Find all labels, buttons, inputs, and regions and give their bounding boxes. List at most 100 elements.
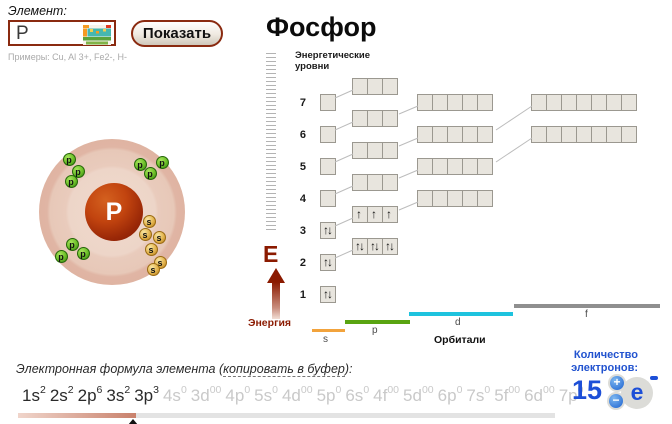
orbital-box-5f-1 — [531, 94, 547, 111]
orbital-box-5f-4 — [576, 94, 592, 111]
electron-p: p — [155, 155, 169, 169]
orbital-box-1s-1: ↑↓ — [320, 286, 336, 303]
level-number-5: 5 — [299, 161, 306, 173]
axis-segment-p — [345, 320, 410, 324]
orbital-box-2s-1: ↑↓ — [320, 254, 336, 271]
formula-term-4f: 4f00 — [373, 384, 400, 405]
orbital-box-5f-3 — [561, 94, 577, 111]
level-number-1: 1 — [299, 289, 306, 301]
orbital-box-2p-3: ↑↓ — [382, 238, 398, 255]
formula-scrollbar-marker[interactable] — [128, 419, 138, 424]
element-input-value: P — [16, 23, 29, 44]
axis-segment-d — [409, 312, 513, 316]
orbital-box-4d-2 — [432, 158, 448, 175]
electron-e-icon: e — [621, 377, 653, 409]
orbital-box-4s-1 — [320, 190, 336, 207]
orbital-group-3s: ↑↓ — [320, 222, 336, 239]
formula-term-6p: 6p0 — [437, 384, 463, 405]
orbital-box-4d-1 — [417, 158, 433, 175]
orbital-box-6p-3 — [382, 110, 398, 127]
orbital-box-6p-1 — [352, 110, 368, 127]
electron-p: p — [62, 152, 76, 166]
orbital-box-6d-5 — [477, 94, 493, 111]
formula-term-2s: 2s2 — [49, 384, 74, 405]
electron-p: p — [133, 157, 147, 171]
orbital-box-4f-3 — [561, 126, 577, 143]
level-number-3: 3 — [299, 225, 306, 237]
orbital-box-6p-2 — [367, 110, 383, 127]
electron-count-value: 15 — [572, 375, 603, 405]
formula-label: Электронная формула элемента (копировать… — [16, 362, 353, 377]
axis-label-s: s — [323, 334, 328, 345]
formula-term-4p: 4p0 — [225, 384, 251, 405]
orbital-box-5f-6 — [606, 94, 622, 111]
show-button[interactable]: Показать — [131, 20, 223, 47]
orbital-box-6d-4 — [462, 94, 478, 111]
orbital-group-2p: ↑↓ ↑↓ ↑↓ — [352, 238, 398, 255]
level-number-7: 7 — [299, 97, 306, 109]
orbital-box-6d-2 — [432, 94, 448, 111]
orbital-group-4s — [320, 190, 336, 207]
element-label: Элемент: — [8, 4, 67, 18]
orbital-box-4f-6 — [606, 126, 622, 143]
formula-term-5f: 5f00 — [494, 384, 521, 405]
nucleus: P — [85, 183, 143, 241]
electron-formula: 1s2 2s2 2p6 3s2 3p3 4s0 3d00 4p0 5s0 4d00 5p0 6s0 4f… — [22, 384, 587, 406]
orbital-box-3d-3 — [447, 190, 463, 207]
electron-p: p — [76, 246, 90, 260]
formula-term-6d: 6d00 — [524, 384, 555, 405]
orbital-group-5f — [531, 94, 637, 111]
orbital-box-5d-1 — [417, 126, 433, 143]
orbital-box-4p-3 — [382, 174, 398, 191]
minus-superscript-icon — [650, 376, 658, 380]
orbital-group-7p — [352, 78, 398, 95]
axis-label-f: f — [585, 309, 588, 320]
electron-s: s — [146, 262, 160, 276]
element-input[interactable]: P — [8, 20, 116, 46]
orbital-group-7s — [320, 94, 336, 111]
orbital-box-5s-1 — [320, 158, 336, 175]
orbital-box-5d-5 — [477, 126, 493, 143]
formula-scrollbar[interactable] — [18, 413, 555, 418]
orbital-group-4p — [352, 174, 398, 191]
orbital-box-4d-3 — [447, 158, 463, 175]
formula-term-4d: 4d00 — [281, 384, 313, 405]
electron-s: s — [152, 230, 166, 244]
orbital-box-6s-1 — [320, 126, 336, 143]
nucleus-symbol: P — [105, 197, 123, 226]
orbital-group-6s — [320, 126, 336, 143]
energy-axis-label: Энергия — [248, 317, 292, 329]
orbital-box-5f-7 — [621, 94, 637, 111]
electron-logo: e + − — [604, 373, 660, 413]
orbital-box-4d-4 — [462, 158, 478, 175]
orbitals-axis-label: Орбитали — [434, 334, 486, 346]
orbital-box-4f-7 — [621, 126, 637, 143]
electron-p: p — [71, 164, 85, 178]
electron-count-label: Количество электронов: — [571, 349, 638, 374]
minus-icon[interactable]: − — [607, 392, 625, 410]
orbital-group-2s: ↑↓ — [320, 254, 336, 271]
orbital-box-6d-1 — [417, 94, 433, 111]
periodic-table-icon[interactable] — [83, 25, 111, 45]
orbital-group-6d — [417, 94, 493, 111]
formula-term-3p: 3p3 — [134, 384, 159, 405]
plus-icon[interactable]: + — [608, 374, 626, 392]
orbital-group-1s: ↑↓ — [320, 286, 336, 303]
orbital-group-5d — [417, 126, 493, 143]
orbital-box-3d-4 — [462, 190, 478, 207]
copy-to-clipboard-link[interactable]: копировать в буфер — [223, 362, 345, 377]
orbital-box-7p-1 — [352, 78, 368, 95]
orbital-box-3p-3: ↑ — [382, 206, 398, 223]
electron-s: s — [142, 214, 156, 228]
orbital-box-4p-2 — [367, 174, 383, 191]
orbital-box-5p-3 — [382, 142, 398, 159]
orbital-box-3d-1 — [417, 190, 433, 207]
orbital-box-4f-4 — [576, 126, 592, 143]
energy-arrow-icon — [266, 268, 286, 320]
orbital-group-4d — [417, 158, 493, 175]
electron-p: p — [64, 174, 78, 188]
orbital-box-6d-3 — [447, 94, 463, 111]
formula-term-3s: 3s2 — [106, 384, 131, 405]
formula-term-5p: 5p0 — [316, 384, 342, 405]
